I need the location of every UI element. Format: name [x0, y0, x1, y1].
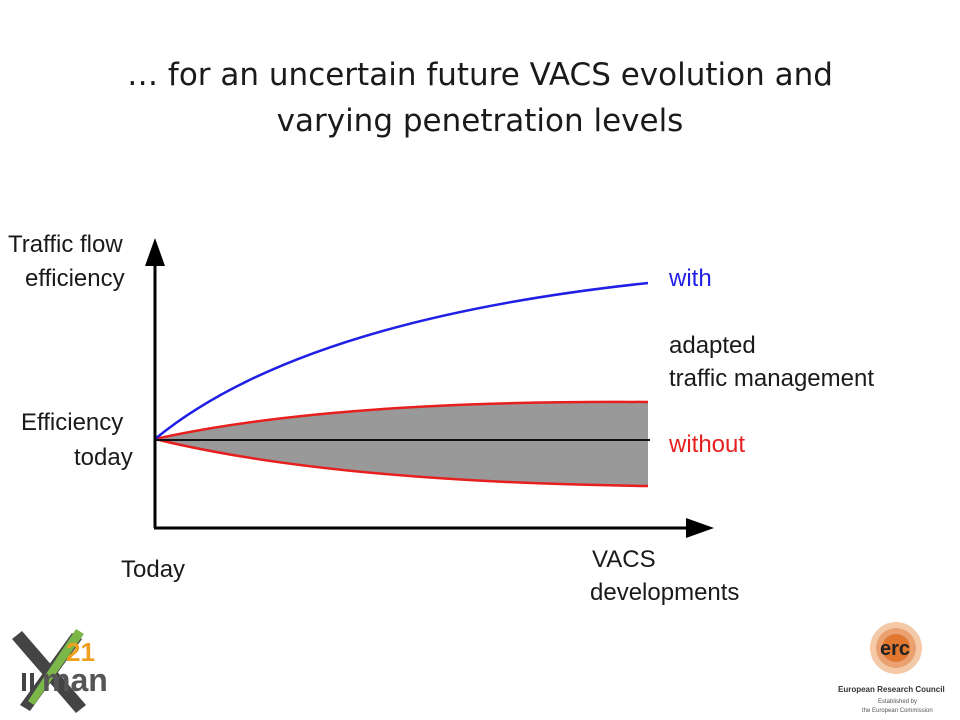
erc-logo: erc European Research Council Establishe…: [838, 622, 945, 714]
erc-sunburst-icon: [870, 622, 922, 674]
band-upper-curve: [154, 400, 649, 441]
x-axis-label-line-2: developments: [590, 579, 739, 606]
y-mark-label-line-2: today: [74, 444, 133, 471]
label-adapted-line-1: adapted: [669, 332, 756, 359]
erc-logo-name: European Research Council: [838, 685, 945, 694]
x-axis-arrowhead: [686, 518, 714, 538]
label-adapted-line-2: traffic management: [669, 365, 874, 392]
band-lower-curve: [154, 437, 649, 488]
label-without: without: [668, 431, 745, 458]
project-logo: 21 man: [12, 629, 108, 713]
y-axis-label-line-1: Traffic flow: [8, 231, 123, 258]
x-start-label: Today: [121, 556, 185, 583]
x-axis-label-line-1: VACS: [592, 546, 656, 573]
title-line-1: … for an uncertain future VACS evolution…: [127, 57, 833, 93]
y-axis-arrowhead: [145, 238, 165, 266]
y-axis-label-line-2: efficiency: [25, 265, 125, 292]
erc-logo-sub-1: Established by: [878, 699, 917, 705]
erc-logo-short: erc: [880, 638, 910, 660]
label-with: with: [668, 265, 712, 292]
uncertainty-band: [155, 401, 648, 486]
with-curve: [154, 281, 649, 440]
title-line-2: varying penetration levels: [276, 103, 684, 139]
project-logo-number: 21: [66, 637, 95, 667]
project-logo-text: man: [42, 662, 108, 698]
erc-logo-sub-2: the European Commission: [862, 708, 933, 714]
y-mark-label-line-1: Efficiency: [21, 409, 123, 436]
slide-title: … for an uncertain future VACS evolution…: [40, 52, 920, 144]
